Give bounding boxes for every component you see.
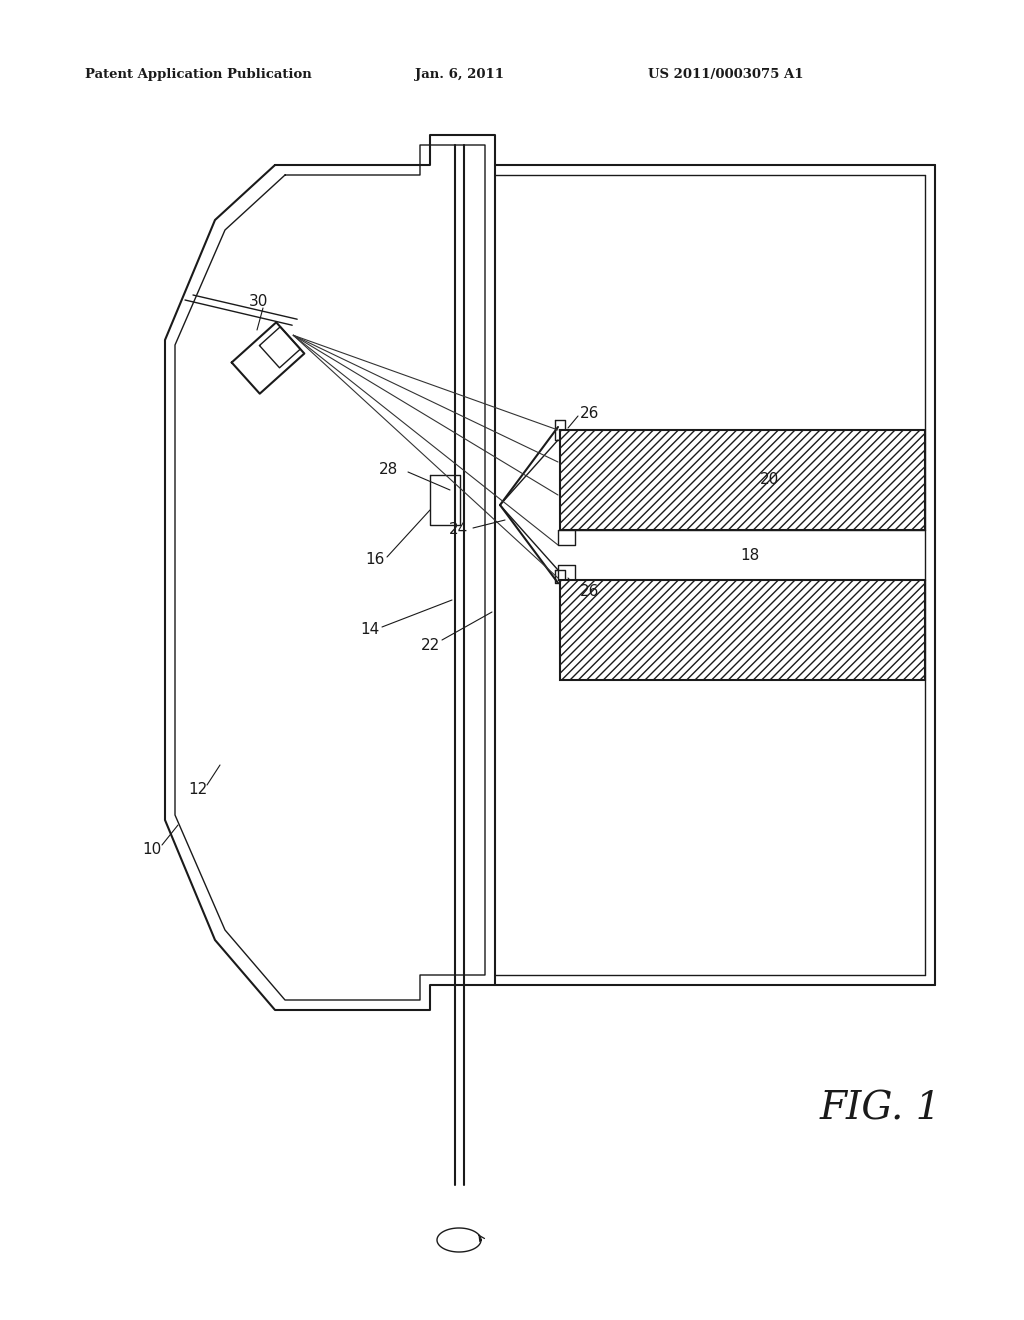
Text: Jan. 6, 2011: Jan. 6, 2011 [415, 69, 504, 81]
Text: FIG. 1: FIG. 1 [820, 1090, 941, 1127]
Polygon shape [560, 579, 925, 680]
Text: 10: 10 [142, 842, 162, 858]
Text: 16: 16 [366, 553, 385, 568]
Text: 22: 22 [421, 638, 439, 652]
Polygon shape [560, 430, 925, 531]
Text: 18: 18 [740, 548, 759, 562]
Text: 26: 26 [580, 405, 599, 421]
Text: 28: 28 [379, 462, 398, 478]
Text: 20: 20 [760, 473, 779, 487]
Text: 12: 12 [188, 783, 208, 797]
Text: 24: 24 [449, 523, 468, 537]
Text: Patent Application Publication: Patent Application Publication [85, 69, 311, 81]
Text: 14: 14 [360, 623, 380, 638]
Text: 30: 30 [248, 294, 267, 309]
Text: US 2011/0003075 A1: US 2011/0003075 A1 [648, 69, 804, 81]
Text: 26: 26 [580, 585, 599, 599]
